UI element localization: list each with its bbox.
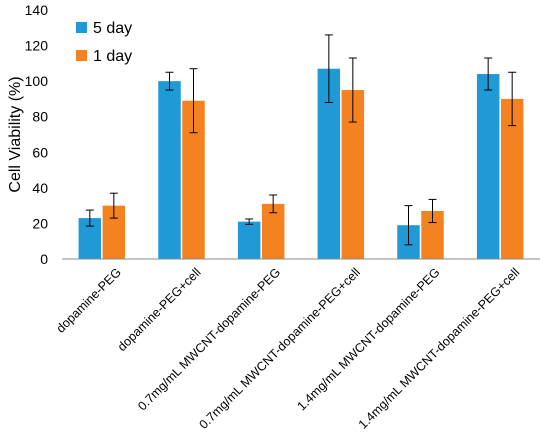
y-tick-label: 100 xyxy=(25,73,49,89)
x-tick-label: 1.4mg/mL MWCNT-dopamine-PEG+cell xyxy=(356,265,523,432)
bar-5-day-5 xyxy=(476,74,500,260)
error-bar xyxy=(85,209,94,227)
x-tick-label: dopamine-PEG xyxy=(54,265,124,335)
bar-5-day-3 xyxy=(317,68,341,259)
bar-1-day-5 xyxy=(500,98,524,259)
error-bar xyxy=(484,57,493,91)
y-axis-label: Cell Viability (%) xyxy=(7,76,24,192)
error-bar xyxy=(165,71,174,91)
y-tick-label: 80 xyxy=(32,109,48,125)
legend-swatch xyxy=(76,22,87,33)
y-tick-label: 120 xyxy=(25,38,49,54)
bar-1-day-2 xyxy=(261,203,285,259)
legend-label: 1 day xyxy=(93,48,132,65)
bars xyxy=(78,68,524,260)
legend-label: 5 day xyxy=(93,20,132,37)
error-bar xyxy=(109,192,118,219)
y-tick-label: 20 xyxy=(32,215,48,231)
y-tick-label: 0 xyxy=(40,251,48,267)
error-bars xyxy=(85,34,517,246)
bar-5-day-1 xyxy=(158,81,181,260)
error-bar xyxy=(189,68,198,134)
legend: 5 day 1 day xyxy=(76,20,132,65)
bar-1-day-0 xyxy=(102,205,126,259)
x-tick-label: 1.4mg/mL MWCNT-dopamine-PEG xyxy=(295,265,443,413)
bar-1-day-1 xyxy=(182,100,205,259)
error-bar xyxy=(428,198,437,224)
y-tick-label: 40 xyxy=(32,180,48,196)
bar-1-day-4 xyxy=(421,210,444,259)
error-bar xyxy=(404,205,413,246)
y-tick-label: 140 xyxy=(25,2,49,18)
y-axis-ticks: 0 20 40 60 80 100 120 140 xyxy=(25,2,49,267)
y-tick-label: 60 xyxy=(32,144,48,160)
bar-5-day-0 xyxy=(78,218,102,259)
bar-5-day-2 xyxy=(237,221,261,259)
x-tick-label: 0.7mg/mL MWCNT-dopamine-PEG+cell xyxy=(196,265,363,432)
error-bar xyxy=(269,194,278,214)
error-bar xyxy=(245,218,254,225)
y-axis-label-group: Cell Viability (%) xyxy=(7,76,24,192)
error-bar xyxy=(348,57,357,123)
legend-swatch xyxy=(76,50,87,61)
error-bar xyxy=(508,71,517,127)
x-tick-label: 0.7mg/mL MWCNT-dopamine-PEG xyxy=(135,265,283,413)
bar-1-day-3 xyxy=(341,90,365,260)
error-bar xyxy=(324,34,333,103)
x-tick-label: dopamine-PEG+cell xyxy=(115,265,204,354)
